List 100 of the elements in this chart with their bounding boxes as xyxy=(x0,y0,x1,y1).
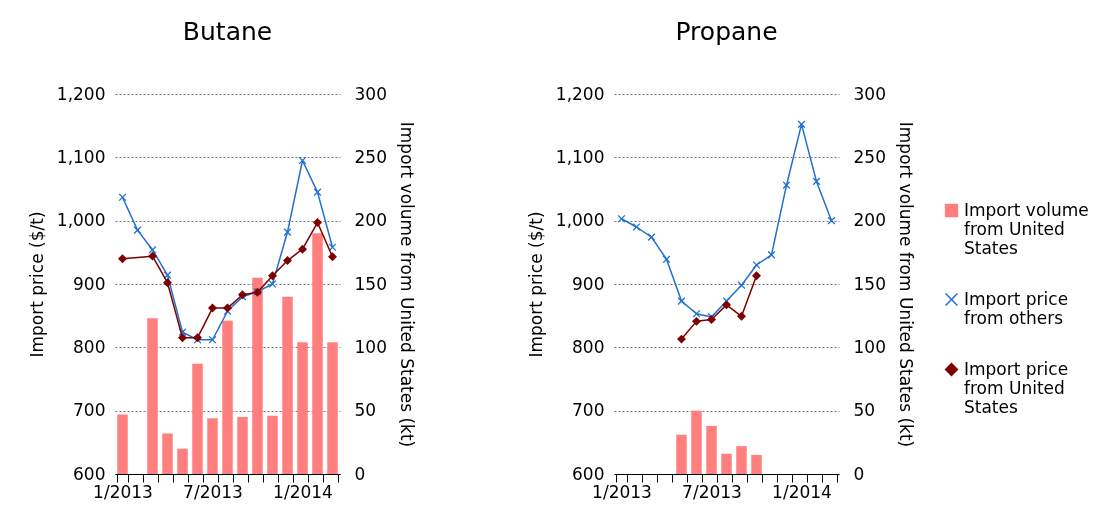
point xyxy=(677,297,686,306)
point xyxy=(118,193,127,202)
point xyxy=(208,303,217,313)
point xyxy=(283,228,292,237)
x-tick-label: 1/2013 xyxy=(592,481,652,502)
x-tick-label: 7/2013 xyxy=(183,481,243,502)
y-tick-label: 700 xyxy=(572,400,605,421)
point xyxy=(752,261,761,269)
point xyxy=(268,271,277,281)
legend-label: Import price from United States xyxy=(964,358,1069,417)
y2-tick-label: 200 xyxy=(853,210,886,231)
point xyxy=(148,251,157,261)
point xyxy=(118,254,127,264)
bar xyxy=(721,453,732,474)
point xyxy=(767,250,776,259)
point xyxy=(328,243,337,252)
x-tick-label: 1/2013 xyxy=(93,481,153,502)
y2-tick-label: 100 xyxy=(354,336,387,357)
point xyxy=(647,233,656,242)
y-tick-label: 600 xyxy=(73,463,106,484)
y2-axis-title: Import volume from United States (kt) xyxy=(895,121,916,448)
y2-tick-label: 200 xyxy=(354,210,387,231)
bar xyxy=(252,277,263,474)
point xyxy=(298,244,307,254)
y-tick-label: 1,100 xyxy=(56,146,106,167)
y2-tick-label: 50 xyxy=(354,400,377,421)
point xyxy=(133,226,142,235)
x-tick-label: 1/2014 xyxy=(273,481,333,502)
point xyxy=(617,214,626,223)
point xyxy=(827,216,836,225)
point xyxy=(812,177,821,186)
y-tick-label: 700 xyxy=(73,400,106,421)
x-tick-label: 7/2013 xyxy=(682,481,742,502)
bar xyxy=(297,342,308,474)
point xyxy=(797,120,806,129)
y-tick-label: 600 xyxy=(572,463,605,484)
bar xyxy=(751,455,762,474)
y-tick-label: 1,200 xyxy=(555,83,605,104)
point xyxy=(737,311,746,321)
y-tick-label: 800 xyxy=(73,336,106,357)
bar xyxy=(267,415,278,474)
point xyxy=(692,316,701,326)
y2-tick-label: 100 xyxy=(853,336,886,357)
y-tick-label: 1,000 xyxy=(56,210,106,231)
point xyxy=(662,255,671,264)
y2-tick-label: 150 xyxy=(354,273,387,294)
bar xyxy=(192,363,203,474)
y2-axis-title: Import volume from United States (kt) xyxy=(396,121,417,448)
point xyxy=(148,245,157,254)
legend-label: Import volume from United States xyxy=(964,199,1089,258)
y-tick-label: 900 xyxy=(572,273,605,294)
point xyxy=(223,303,232,313)
y-tick-label: 900 xyxy=(73,273,106,294)
y2-tick-label: 300 xyxy=(354,83,387,104)
y-tick-label: 1,200 xyxy=(56,83,106,104)
point xyxy=(313,188,322,197)
point xyxy=(313,218,322,228)
y-tick-label: 800 xyxy=(572,336,605,357)
y-tick-label: 1,000 xyxy=(555,210,605,231)
bar xyxy=(312,233,323,474)
point xyxy=(782,181,791,190)
y-tick-label: 1,100 xyxy=(555,146,605,167)
bar xyxy=(736,446,747,474)
bar xyxy=(207,418,218,474)
point xyxy=(208,335,217,344)
point xyxy=(692,309,701,318)
point xyxy=(178,333,187,343)
y2-tick-label: 150 xyxy=(853,273,886,294)
bar xyxy=(237,417,248,474)
x-tick-label: 1/2014 xyxy=(772,481,832,502)
bar xyxy=(676,434,687,474)
y2-tick-label: 0 xyxy=(853,463,865,484)
y2-tick-label: 50 xyxy=(853,400,876,421)
bar xyxy=(327,342,338,474)
bar xyxy=(706,425,717,474)
point xyxy=(737,281,746,290)
y2-tick-label: 250 xyxy=(354,146,387,167)
chart-title: Propane xyxy=(675,17,778,46)
bar xyxy=(282,296,293,474)
point xyxy=(163,271,172,280)
point xyxy=(328,252,337,262)
bar xyxy=(691,410,702,474)
point xyxy=(752,271,761,281)
bar xyxy=(117,414,128,474)
y-axis-title: Import price ($/t) xyxy=(525,211,546,358)
point xyxy=(268,280,277,288)
legend-label: Import price from others xyxy=(964,288,1069,328)
y2-tick-label: 300 xyxy=(853,83,886,104)
y2-tick-label: 0 xyxy=(354,463,366,484)
point xyxy=(722,300,731,310)
point xyxy=(677,334,686,344)
bar xyxy=(222,320,233,474)
point xyxy=(163,278,172,288)
point xyxy=(178,328,187,337)
point xyxy=(283,256,292,266)
y-axis-title: Import price ($/t) xyxy=(26,211,47,358)
y2-tick-label: 250 xyxy=(853,146,886,167)
bar xyxy=(177,448,188,474)
point xyxy=(632,223,641,231)
bar xyxy=(147,318,158,474)
